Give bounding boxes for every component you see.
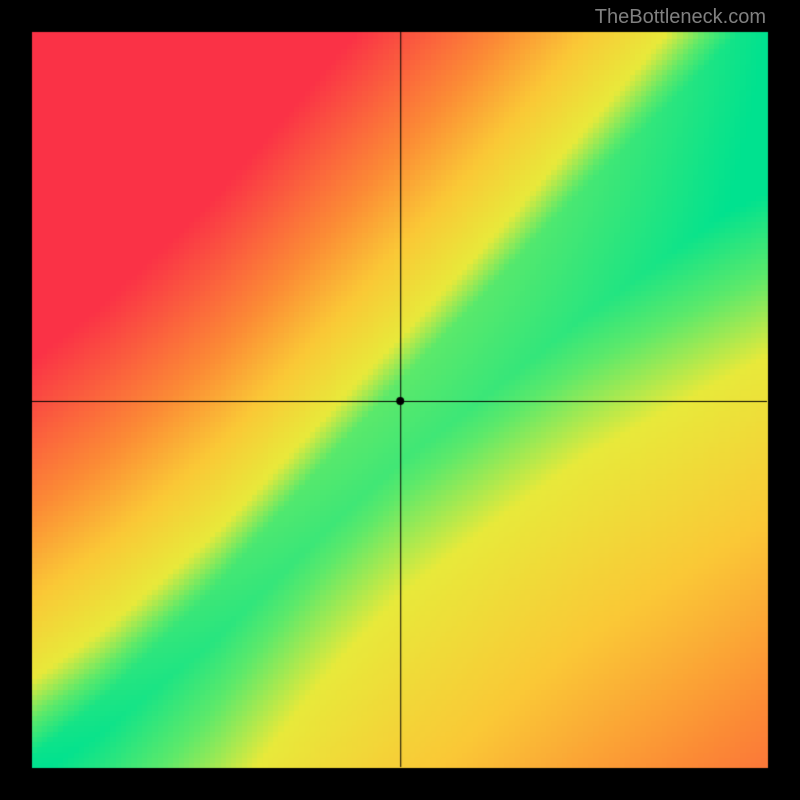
watermark-text: TheBottleneck.com <box>595 6 766 29</box>
bottleneck-heatmap <box>0 0 800 800</box>
plot-container: TheBottleneck.com <box>0 0 800 800</box>
